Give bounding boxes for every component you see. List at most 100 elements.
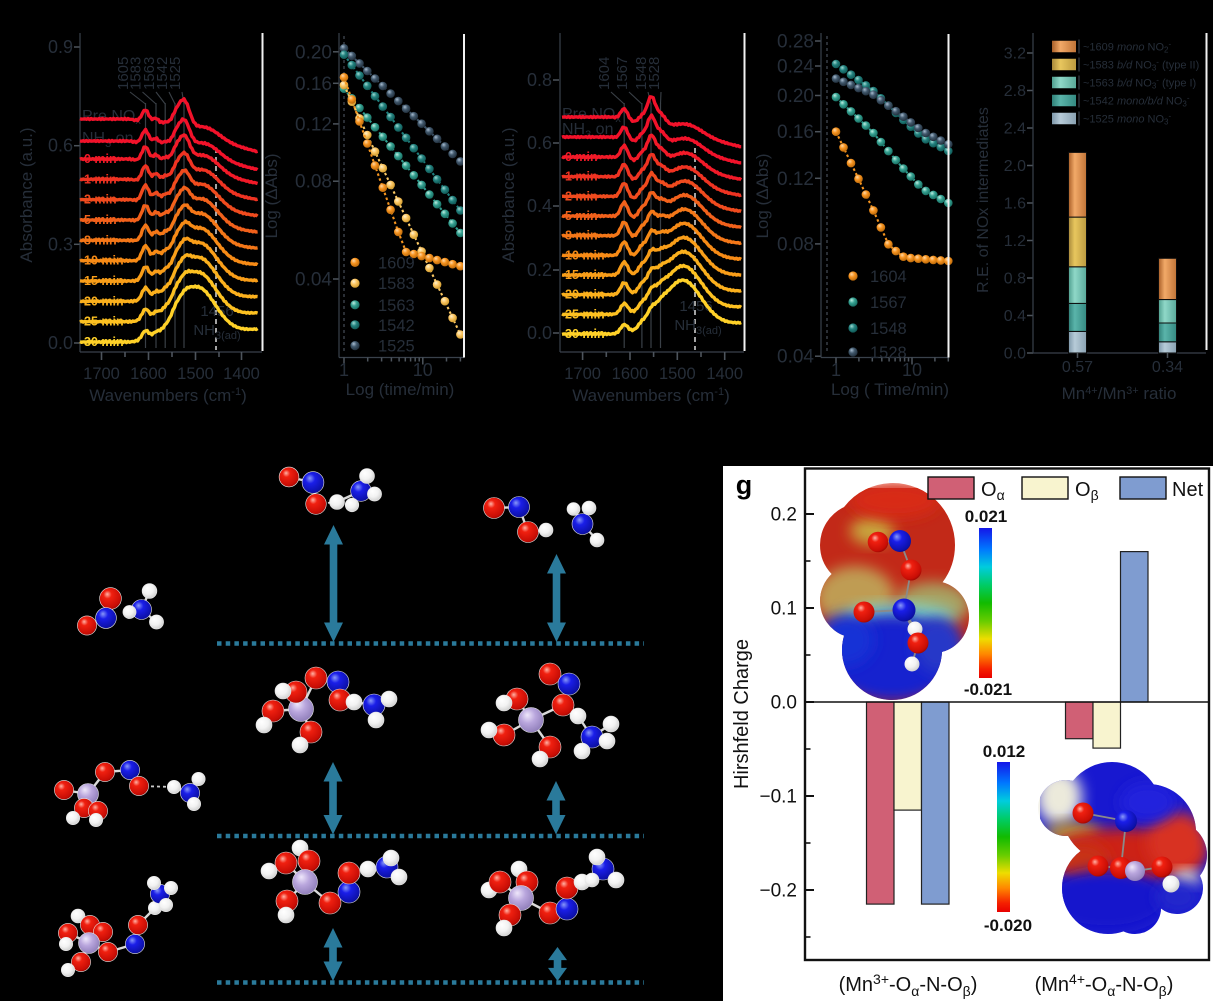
svg-text:0.04: 0.04 bbox=[777, 347, 814, 368]
svg-text:0 min: 0 min bbox=[565, 150, 598, 164]
svg-text:0.12: 0.12 bbox=[295, 114, 332, 135]
svg-text:0.24: 0.24 bbox=[777, 57, 814, 78]
svg-text:8 min: 8 min bbox=[565, 229, 598, 243]
svg-text:1600: 1600 bbox=[612, 365, 649, 383]
svg-text:0.12: 0.12 bbox=[777, 169, 814, 190]
svg-text:1525: 1525 bbox=[378, 338, 415, 356]
svg-text:2.0: 2.0 bbox=[1004, 158, 1026, 175]
svg-text:-0.021: -0.021 bbox=[964, 680, 1012, 699]
svg-text:1700: 1700 bbox=[564, 365, 601, 383]
svg-text:0.57: 0.57 bbox=[1062, 359, 1093, 376]
svg-text:1567: 1567 bbox=[870, 294, 907, 312]
svg-text:1567: 1567 bbox=[614, 57, 631, 90]
svg-text:1563: 1563 bbox=[378, 297, 415, 315]
svg-text:20 min: 20 min bbox=[84, 294, 124, 308]
svg-text:1528: 1528 bbox=[646, 57, 663, 90]
svg-text:1604: 1604 bbox=[596, 57, 613, 90]
svg-text:R.E. of NOx intermediates: R.E. of NOx intermediates bbox=[975, 107, 992, 293]
svg-text:0.8: 0.8 bbox=[1004, 271, 1026, 288]
svg-text:0.04: 0.04 bbox=[295, 270, 332, 291]
svg-text:1542: 1542 bbox=[378, 317, 415, 335]
svg-text:1.2: 1.2 bbox=[1004, 233, 1026, 250]
svg-text:Wavenumbers (cm-1): Wavenumbers (cm-1) bbox=[572, 386, 729, 405]
svg-text:1609: 1609 bbox=[378, 254, 415, 272]
svg-text:0.08: 0.08 bbox=[295, 172, 332, 193]
svg-text:5 min: 5 min bbox=[84, 213, 117, 227]
svg-text:2.4: 2.4 bbox=[1004, 121, 1026, 138]
svg-text:20 min: 20 min bbox=[565, 288, 605, 302]
svg-text:0.0: 0.0 bbox=[1004, 346, 1026, 363]
svg-text:2 min: 2 min bbox=[84, 193, 117, 207]
svg-text:15 min: 15 min bbox=[565, 268, 605, 282]
svg-text:0.6: 0.6 bbox=[527, 133, 552, 153]
svg-text:1 min: 1 min bbox=[84, 172, 117, 186]
svg-text:2 min: 2 min bbox=[565, 189, 598, 203]
svg-text:Log (ΔAbs): Log (ΔAbs) bbox=[753, 153, 772, 238]
svg-text:Hirshfeld Charge: Hirshfeld Charge bbox=[731, 639, 753, 789]
svg-text:Log ( Time/min): Log ( Time/min) bbox=[831, 380, 949, 399]
svg-text:1604: 1604 bbox=[870, 268, 907, 286]
svg-text:30 min: 30 min bbox=[84, 335, 124, 349]
svg-text:0.0: 0.0 bbox=[771, 693, 797, 714]
svg-text:Absorbance (a.u.): Absorbance (a.u.) bbox=[499, 127, 518, 262]
svg-text:Absorbance (a.u.): Absorbance (a.u.) bbox=[17, 127, 36, 262]
svg-text:0.021: 0.021 bbox=[965, 507, 1008, 526]
svg-text:1600: 1600 bbox=[130, 365, 167, 383]
svg-text:1528: 1528 bbox=[870, 344, 907, 362]
svg-text:0.28: 0.28 bbox=[777, 32, 814, 53]
svg-text:1583: 1583 bbox=[128, 57, 145, 90]
svg-text:-0.020: -0.020 bbox=[984, 916, 1032, 935]
svg-text:0.34: 0.34 bbox=[1152, 359, 1183, 376]
svg-text:1: 1 bbox=[831, 360, 841, 380]
svg-text:0.9: 0.9 bbox=[48, 37, 73, 57]
svg-text:~1563 b/d NO3- (type I): ~1563 b/d NO3- (type I) bbox=[1083, 76, 1196, 91]
svg-text:1542: 1542 bbox=[154, 57, 171, 90]
svg-text:~1525 mono NO3-: ~1525 mono NO3- bbox=[1083, 112, 1172, 127]
svg-text:Mn4+/Mn3+ ratio: Mn4+/Mn3+ ratio bbox=[1062, 384, 1177, 403]
svg-text:~1609 mono NO2-: ~1609 mono NO2- bbox=[1083, 40, 1172, 55]
svg-text:~1583 b/d NO3- (type II): ~1583 b/d NO3- (type II) bbox=[1083, 58, 1199, 73]
svg-text:0.0: 0.0 bbox=[48, 333, 73, 353]
svg-text:1 min: 1 min bbox=[565, 170, 598, 184]
svg-text:25 min: 25 min bbox=[565, 307, 605, 321]
svg-text:1548: 1548 bbox=[870, 320, 907, 338]
svg-text:10: 10 bbox=[413, 360, 433, 380]
svg-text:0.6: 0.6 bbox=[48, 136, 73, 156]
svg-text:0.20: 0.20 bbox=[777, 86, 814, 107]
svg-text:0 min: 0 min bbox=[84, 152, 117, 166]
svg-text:8 min: 8 min bbox=[84, 233, 117, 247]
svg-text:1.6: 1.6 bbox=[1004, 196, 1026, 213]
svg-text:Wavenumbers (cm-1): Wavenumbers (cm-1) bbox=[89, 386, 246, 405]
svg-text:0.3: 0.3 bbox=[48, 234, 73, 254]
svg-text:(Mn4+-Oα-N-Oβ): (Mn4+-Oα-N-Oβ) bbox=[1035, 971, 1174, 999]
svg-text:1525: 1525 bbox=[167, 57, 184, 90]
svg-text:0.2: 0.2 bbox=[527, 260, 552, 280]
svg-text:−0.2: −0.2 bbox=[759, 881, 797, 902]
svg-text:1563: 1563 bbox=[141, 57, 158, 90]
svg-text:1500: 1500 bbox=[659, 365, 696, 383]
svg-text:1: 1 bbox=[339, 360, 349, 380]
svg-text:1548: 1548 bbox=[633, 57, 650, 90]
svg-text:0.1: 0.1 bbox=[771, 599, 797, 620]
svg-text:0.2: 0.2 bbox=[771, 505, 797, 526]
svg-text:10 min: 10 min bbox=[84, 254, 124, 268]
svg-text:Net: Net bbox=[1172, 479, 1204, 501]
svg-text:1400: 1400 bbox=[223, 365, 260, 383]
svg-text:−0.1: −0.1 bbox=[759, 787, 797, 808]
svg-text:1400: 1400 bbox=[706, 365, 743, 383]
svg-text:~1542 mono/b/d NO3-: ~1542 mono/b/d NO3- bbox=[1083, 94, 1190, 109]
svg-text:1605: 1605 bbox=[115, 57, 132, 90]
svg-text:0.16: 0.16 bbox=[295, 74, 332, 95]
svg-text:30 min: 30 min bbox=[565, 327, 605, 341]
svg-text:15 min: 15 min bbox=[84, 274, 124, 288]
svg-text:0.012: 0.012 bbox=[983, 742, 1026, 761]
svg-text:(Mn3+-Oα-N-Oβ): (Mn3+-Oα-N-Oβ) bbox=[839, 971, 978, 999]
svg-text:1583: 1583 bbox=[378, 275, 415, 293]
svg-text:25 min: 25 min bbox=[84, 315, 124, 329]
svg-text:Log (time/min): Log (time/min) bbox=[346, 380, 455, 399]
svg-text:0.08: 0.08 bbox=[777, 234, 814, 255]
svg-text:10 min: 10 min bbox=[565, 248, 605, 262]
svg-text:2.8: 2.8 bbox=[1004, 83, 1026, 100]
svg-text:0.0: 0.0 bbox=[527, 323, 552, 343]
svg-text:0.4: 0.4 bbox=[1004, 308, 1026, 325]
